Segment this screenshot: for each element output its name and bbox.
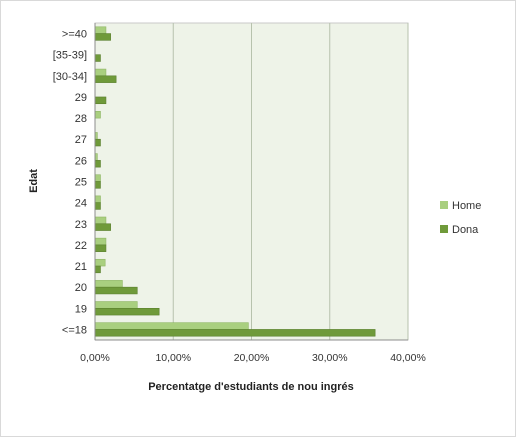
- y-tick-label: 20: [75, 282, 87, 294]
- bar-dona-25: [94, 181, 101, 189]
- bar-home-20: [94, 280, 123, 288]
- bar-dona-23: [94, 223, 111, 231]
- bar-home-28: [94, 111, 101, 119]
- y-tick-label: [35-39]: [53, 50, 87, 62]
- y-tick-label: <=18: [62, 324, 87, 336]
- bar-home-21: [94, 258, 106, 267]
- bar-dona-26: [94, 160, 101, 168]
- x-axis-label: Percentatge d'estudiants de nou ingrés: [148, 381, 354, 393]
- y-tick-label: 27: [75, 134, 87, 146]
- legend-swatch-home: [440, 201, 448, 209]
- bar-dona-35-39: [94, 54, 101, 62]
- bar-home-25: [94, 174, 101, 182]
- bar-dona-18: [94, 329, 376, 337]
- bar-home-30-34: [94, 68, 107, 77]
- bar-dona-20: [94, 286, 138, 295]
- y-tick-label: 26: [75, 155, 87, 167]
- bar-dona-24: [94, 202, 101, 210]
- x-tick-labels: 0,00% 10,00% 20,00% 30,00% 40,00%: [80, 352, 426, 364]
- grid-lines: [172, 23, 409, 340]
- bar-dona-22: [94, 244, 107, 252]
- y-tick-label: >=40: [62, 29, 87, 41]
- bar-home-19: [94, 301, 138, 309]
- bar-home-22: [94, 237, 107, 246]
- bar-dona-40: [94, 33, 111, 41]
- x-tick-label: 10,00%: [155, 352, 191, 364]
- bar-home-24: [94, 195, 101, 203]
- y-axis-label: Edat: [28, 169, 40, 193]
- legend: Home Dona: [440, 200, 481, 236]
- legend-label-home: Home: [452, 200, 481, 212]
- y-tick-label: 19: [75, 303, 87, 315]
- x-tick-label: 30,00%: [312, 352, 348, 364]
- bar-dona-21: [94, 265, 101, 274]
- bar-dona-27: [94, 138, 101, 147]
- y-tick-label: 21: [75, 261, 87, 273]
- y-tick-label: 25: [75, 177, 87, 189]
- x-tick-label: 0,00%: [80, 352, 110, 364]
- bar-home-23: [94, 216, 107, 225]
- y-tick-label: [30-34]: [53, 71, 87, 83]
- bar-home-40: [94, 26, 107, 34]
- y-tick-label: 29: [75, 92, 87, 104]
- bar-dona-19: [94, 307, 160, 316]
- bars: [94, 26, 376, 337]
- y-tick-label: 28: [75, 113, 87, 125]
- bar-home-18: [94, 322, 249, 330]
- y-tick-label: 22: [75, 240, 87, 252]
- bar-dona-29: [94, 96, 107, 105]
- y-tick-label: 23: [75, 219, 87, 231]
- bar-dona-30-34: [94, 75, 117, 83]
- legend-swatch-dona: [440, 225, 448, 233]
- y-tick-label: 24: [75, 198, 87, 210]
- y-tick-labels: <=18 19 20 21 22 23 24 25 26 27 28 29 [30-34] [35-39]…: [53, 29, 87, 337]
- x-tick-label: 40,00%: [390, 352, 426, 364]
- x-tick-label: 20,00%: [234, 352, 270, 364]
- legend-label-dona: Dona: [452, 224, 479, 236]
